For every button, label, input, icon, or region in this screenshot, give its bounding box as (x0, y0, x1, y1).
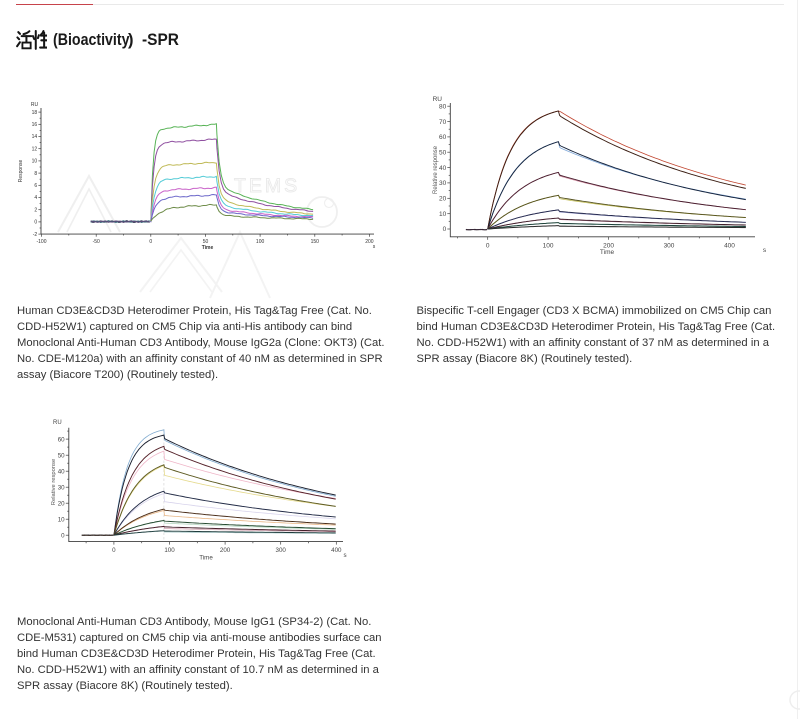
svg-text:60: 60 (439, 134, 447, 141)
svg-text:0: 0 (486, 243, 490, 250)
svg-text:8: 8 (34, 171, 37, 177)
svg-text:300: 300 (664, 243, 675, 250)
svg-text:14: 14 (32, 134, 38, 140)
svg-text:6: 6 (34, 183, 37, 189)
svg-text:70: 70 (439, 119, 447, 126)
svg-text:-50: -50 (93, 239, 100, 245)
svg-text:Relative response: Relative response (433, 145, 439, 194)
svg-text:20: 20 (58, 500, 65, 507)
svg-text:-2: -2 (33, 232, 38, 238)
svg-text:50: 50 (58, 452, 65, 459)
svg-text:60: 60 (58, 436, 65, 443)
svg-text:10: 10 (32, 159, 38, 165)
svg-text:0: 0 (61, 532, 65, 539)
svg-text:200: 200 (365, 239, 374, 245)
svg-text:Time: Time (202, 245, 214, 251)
svg-text:400: 400 (331, 547, 342, 554)
svg-text:18: 18 (32, 110, 38, 116)
svg-text:RU: RU (433, 96, 443, 103)
svg-text:200: 200 (603, 243, 614, 250)
svg-text:200: 200 (220, 547, 231, 554)
svg-text:30: 30 (58, 484, 65, 491)
svg-text:Relative response: Relative response (51, 459, 57, 505)
svg-text:Time: Time (199, 555, 213, 562)
svg-text:0: 0 (443, 226, 447, 233)
svg-text:20: 20 (439, 196, 447, 203)
svg-text:150: 150 (311, 239, 320, 245)
svg-text:50: 50 (439, 149, 447, 156)
svg-text:0: 0 (34, 220, 37, 226)
svg-text:16: 16 (32, 122, 38, 128)
svg-text:10: 10 (439, 211, 447, 218)
svg-text:2: 2 (34, 207, 37, 213)
svg-text:s: s (343, 552, 346, 559)
svg-text:40: 40 (439, 165, 447, 172)
svg-text:s: s (373, 244, 376, 250)
svg-text:30: 30 (439, 180, 447, 187)
svg-text:RU: RU (31, 102, 39, 108)
svg-text:12: 12 (32, 146, 38, 152)
svg-text:10: 10 (58, 516, 65, 523)
svg-text:s: s (763, 247, 767, 254)
svg-text:TEMS: TEMS (234, 175, 300, 197)
svg-text:Response: Response (18, 160, 24, 183)
svg-text:Time: Time (600, 249, 615, 256)
svg-text:100: 100 (543, 243, 554, 250)
svg-text:400: 400 (724, 243, 735, 250)
svg-text:0: 0 (149, 239, 152, 245)
svg-text:100: 100 (256, 239, 265, 245)
svg-text:80: 80 (439, 103, 447, 110)
svg-text:40: 40 (58, 468, 65, 475)
svg-text:100: 100 (164, 547, 175, 554)
svg-text:4: 4 (34, 195, 37, 201)
svg-text:RU: RU (53, 420, 62, 426)
svg-text:300: 300 (276, 547, 287, 554)
svg-text:-100: -100 (36, 239, 46, 245)
svg-text:50: 50 (203, 239, 209, 245)
svg-text:0: 0 (112, 547, 116, 554)
